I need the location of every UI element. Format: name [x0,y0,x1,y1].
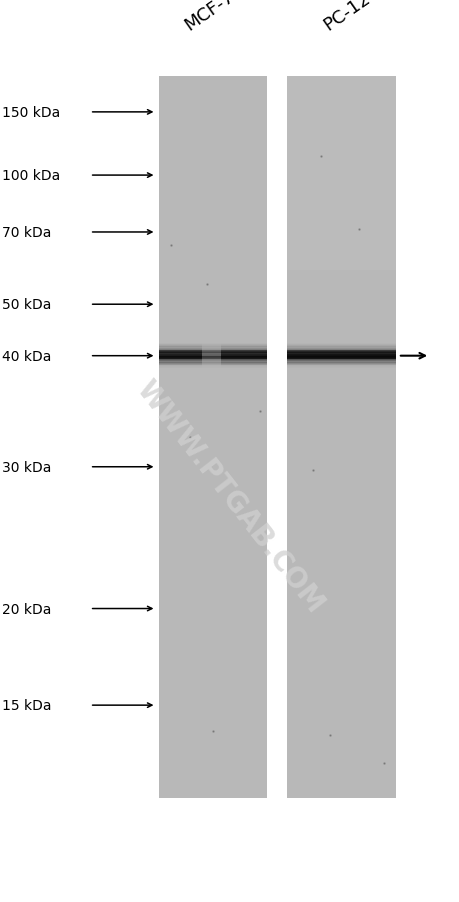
Text: 15 kDa: 15 kDa [2,698,52,713]
Text: 150 kDa: 150 kDa [2,106,61,120]
Text: 20 kDa: 20 kDa [2,602,51,616]
Text: 30 kDa: 30 kDa [2,460,51,474]
Text: MCF-7: MCF-7 [181,0,237,34]
Text: 40 kDa: 40 kDa [2,349,51,364]
Text: 100 kDa: 100 kDa [2,169,61,183]
Bar [287,77,395,798]
Bar [158,77,266,798]
Text: WWW.PTGAB.COM: WWW.PTGAB.COM [130,374,329,618]
Bar [287,77,395,271]
Text: 70 kDa: 70 kDa [2,226,51,240]
Text: PC-12: PC-12 [320,0,373,34]
Text: 50 kDa: 50 kDa [2,298,51,312]
